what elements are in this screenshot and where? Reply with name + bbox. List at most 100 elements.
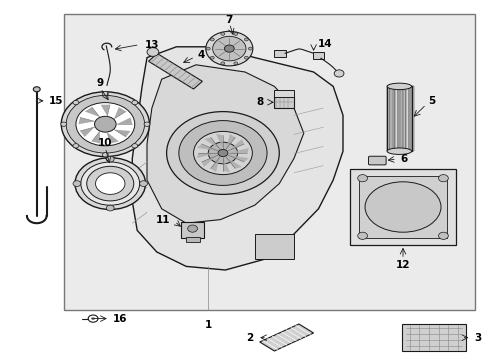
Polygon shape xyxy=(211,157,220,172)
Text: 16: 16 xyxy=(113,314,127,324)
Ellipse shape xyxy=(387,83,412,90)
FancyBboxPatch shape xyxy=(395,86,398,151)
Circle shape xyxy=(33,87,40,92)
Text: 12: 12 xyxy=(396,260,410,270)
Circle shape xyxy=(91,317,95,320)
Polygon shape xyxy=(228,139,244,151)
Text: 5: 5 xyxy=(428,96,436,106)
Circle shape xyxy=(132,144,138,148)
Text: 3: 3 xyxy=(474,333,482,343)
Circle shape xyxy=(234,32,238,35)
Polygon shape xyxy=(107,132,119,144)
Circle shape xyxy=(81,162,140,205)
FancyBboxPatch shape xyxy=(186,237,200,242)
Polygon shape xyxy=(197,153,217,158)
Text: 9: 9 xyxy=(97,78,104,88)
Text: 6: 6 xyxy=(401,154,408,164)
Circle shape xyxy=(73,100,79,105)
Circle shape xyxy=(245,56,248,59)
Polygon shape xyxy=(402,324,465,351)
FancyBboxPatch shape xyxy=(409,86,411,151)
Circle shape xyxy=(66,95,145,153)
Polygon shape xyxy=(226,157,242,168)
Polygon shape xyxy=(204,138,220,149)
Text: 13: 13 xyxy=(145,40,159,50)
Circle shape xyxy=(188,225,197,232)
Polygon shape xyxy=(216,134,223,149)
FancyBboxPatch shape xyxy=(368,156,386,165)
Circle shape xyxy=(221,62,225,65)
Circle shape xyxy=(334,70,344,77)
Polygon shape xyxy=(223,157,230,172)
Polygon shape xyxy=(197,144,218,151)
Circle shape xyxy=(106,156,114,162)
Circle shape xyxy=(102,91,108,96)
Circle shape xyxy=(206,47,210,50)
Polygon shape xyxy=(85,107,100,117)
Text: 4: 4 xyxy=(197,50,205,60)
FancyBboxPatch shape xyxy=(64,14,475,310)
Circle shape xyxy=(358,175,368,182)
Circle shape xyxy=(234,62,238,65)
Circle shape xyxy=(210,38,214,41)
Text: 1: 1 xyxy=(205,320,212,330)
Polygon shape xyxy=(148,54,202,89)
Text: 7: 7 xyxy=(225,15,233,25)
Text: 2: 2 xyxy=(246,333,254,343)
Circle shape xyxy=(248,47,252,50)
FancyBboxPatch shape xyxy=(401,86,403,151)
Polygon shape xyxy=(359,176,447,238)
Circle shape xyxy=(213,36,246,61)
Polygon shape xyxy=(117,117,132,124)
Circle shape xyxy=(96,173,125,194)
Polygon shape xyxy=(260,324,314,351)
FancyBboxPatch shape xyxy=(313,52,324,59)
Circle shape xyxy=(87,166,134,201)
Circle shape xyxy=(167,112,279,194)
FancyBboxPatch shape xyxy=(274,50,286,57)
Circle shape xyxy=(132,100,138,105)
Polygon shape xyxy=(78,117,95,124)
FancyBboxPatch shape xyxy=(392,86,395,151)
Circle shape xyxy=(206,31,253,66)
Polygon shape xyxy=(202,155,218,167)
Circle shape xyxy=(439,232,448,239)
Polygon shape xyxy=(80,127,95,137)
Circle shape xyxy=(221,32,225,35)
FancyBboxPatch shape xyxy=(412,86,414,151)
Polygon shape xyxy=(228,155,249,162)
Circle shape xyxy=(439,175,448,182)
Polygon shape xyxy=(114,130,131,137)
Circle shape xyxy=(224,45,234,52)
Circle shape xyxy=(208,142,238,164)
Circle shape xyxy=(106,205,114,211)
Circle shape xyxy=(95,116,116,132)
Circle shape xyxy=(75,158,146,210)
Circle shape xyxy=(245,38,248,41)
Circle shape xyxy=(358,232,368,239)
Circle shape xyxy=(76,103,135,146)
Circle shape xyxy=(73,181,81,186)
Polygon shape xyxy=(114,107,126,119)
Text: 10: 10 xyxy=(98,138,113,148)
Circle shape xyxy=(147,48,159,56)
Circle shape xyxy=(140,181,147,186)
Ellipse shape xyxy=(365,182,441,232)
FancyBboxPatch shape xyxy=(274,90,294,97)
Circle shape xyxy=(61,122,67,126)
Circle shape xyxy=(61,92,149,157)
FancyBboxPatch shape xyxy=(406,86,409,151)
FancyBboxPatch shape xyxy=(403,86,406,151)
Polygon shape xyxy=(100,105,110,116)
FancyBboxPatch shape xyxy=(387,86,390,151)
Circle shape xyxy=(194,131,252,175)
Ellipse shape xyxy=(387,148,412,154)
Polygon shape xyxy=(92,131,100,144)
FancyBboxPatch shape xyxy=(274,96,294,108)
Circle shape xyxy=(210,56,214,59)
Text: 11: 11 xyxy=(156,215,171,225)
Polygon shape xyxy=(147,65,304,223)
FancyBboxPatch shape xyxy=(398,86,400,151)
Circle shape xyxy=(73,144,79,148)
FancyBboxPatch shape xyxy=(390,86,392,151)
